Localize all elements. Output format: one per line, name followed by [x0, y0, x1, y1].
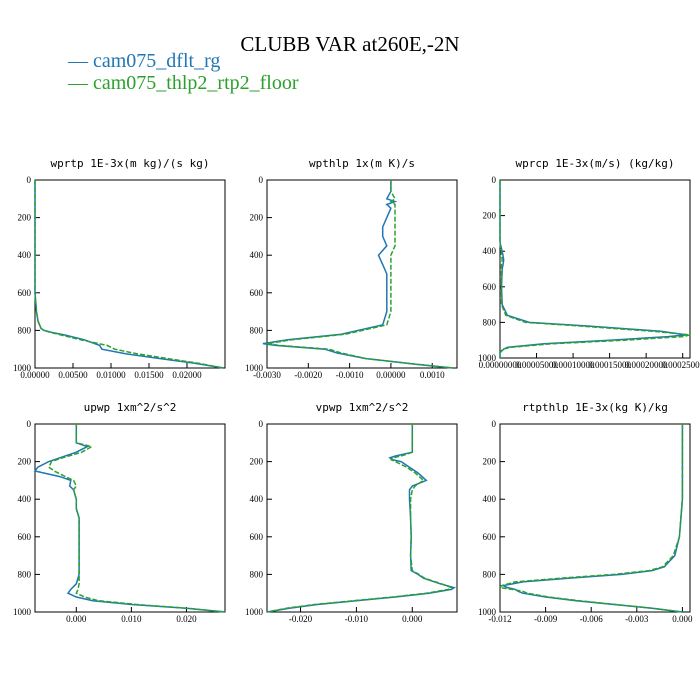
y-tick-label: 200: [483, 457, 497, 467]
y-tick-label: 400: [483, 494, 497, 504]
panel-title-2: wpthlp 1x(m K)/s: [309, 157, 415, 170]
x-tick-label: 0.00020000: [625, 360, 668, 370]
y-tick-label: 800: [18, 325, 32, 335]
figure-title: CLUBB VAR at260E,-2N: [240, 32, 460, 56]
panel-title-5: vpwp 1xm^2/s^2: [316, 401, 409, 414]
y-tick-label: 400: [250, 494, 264, 504]
x-tick-label: -0.020: [289, 614, 313, 624]
y-tick-label: 600: [483, 282, 497, 292]
series-line-floor: [499, 180, 691, 358]
y-tick-label: 1000: [478, 353, 497, 363]
panel-title-6: rtpthlp 1E-3x(kg K)/kg: [522, 401, 668, 414]
series-line-dflt: [500, 424, 684, 613]
y-tick-label: 400: [18, 250, 32, 260]
legend-label-floor: cam075_thlp2_rtp2_floor: [93, 72, 299, 94]
x-tick-label: 0.00015000: [588, 360, 631, 370]
series-line-dflt: [266, 424, 457, 613]
x-tick-label: -0.010: [345, 614, 369, 624]
x-tick-label: 0.02000: [172, 370, 202, 380]
panel-frame-2: [266, 179, 458, 369]
y-tick-label: 0: [27, 419, 32, 429]
x-tick-label: -0.012: [488, 614, 511, 624]
y-tick-label: 0: [492, 419, 497, 429]
x-tick-label: 0.00005000: [515, 360, 558, 370]
panel-frame-3: [499, 179, 691, 359]
x-tick-label: 0.00000: [20, 370, 50, 380]
x-tick-label: -0.006: [580, 614, 604, 624]
x-tick-label: 0.000: [672, 614, 693, 624]
panel-frame-4: [34, 423, 226, 613]
y-tick-label: 400: [18, 494, 32, 504]
y-tick-label: 800: [483, 569, 497, 579]
x-tick-label: 0.00000000: [479, 360, 522, 370]
y-tick-label: 800: [250, 569, 264, 579]
y-tick-label: 600: [18, 532, 32, 542]
series-line-dflt: [33, 424, 226, 613]
panel-frame-1: [34, 179, 226, 369]
y-tick-label: 800: [250, 325, 264, 335]
y-tick-label: 600: [483, 532, 497, 542]
x-tick-label: -0.0020: [294, 370, 322, 380]
x-tick-label: 0.020: [176, 614, 197, 624]
x-tick-label: -0.0010: [336, 370, 364, 380]
y-tick-label: 1000: [245, 607, 264, 617]
x-tick-label: 0.01000: [96, 370, 126, 380]
y-tick-label: 200: [250, 457, 264, 467]
x-tick-label: 0.000: [402, 614, 423, 624]
y-tick-label: 0: [259, 419, 264, 429]
y-tick-label: 1000: [13, 363, 32, 373]
series-line-floor: [47, 424, 226, 613]
y-tick-label: 1000: [478, 607, 497, 617]
x-tick-label: 0.00500: [58, 370, 88, 380]
x-tick-label: 0.01500: [134, 370, 164, 380]
y-tick-label: 200: [250, 213, 264, 223]
legend-entry-dflt: — cam075_dflt_rg: [68, 50, 221, 72]
y-tick-label: 400: [483, 246, 497, 256]
y-tick-label: 0: [259, 175, 264, 185]
x-tick-label: -0.003: [625, 614, 649, 624]
y-tick-label: 800: [18, 569, 32, 579]
y-tick-label: 800: [483, 317, 497, 327]
y-tick-label: 200: [483, 211, 497, 221]
y-tick-label: 0: [492, 175, 497, 185]
series-line-dflt: [34, 180, 224, 369]
x-tick-label: -0.0030: [253, 370, 281, 380]
series-line-floor: [34, 180, 224, 369]
y-tick-label: 200: [18, 457, 32, 467]
y-tick-label: 1000: [245, 363, 264, 373]
panel-title-3: wprcp 1E-3x(m/s) (kg/kg): [516, 157, 675, 170]
y-tick-label: 600: [18, 288, 32, 298]
y-tick-label: 400: [250, 250, 264, 260]
series-line-floor: [266, 180, 453, 369]
legend-label-dflt: cam075_dflt_rg: [93, 50, 221, 72]
y-tick-label: 1000: [13, 607, 32, 617]
y-tick-label: 200: [18, 213, 32, 223]
y-tick-label: 600: [250, 532, 264, 542]
panel-frame-6: [499, 423, 691, 613]
panel-title-1: wprtp 1E-3x(m kg)/(s kg): [51, 157, 210, 170]
x-tick-label: 0.00010000: [552, 360, 595, 370]
x-tick-label: 0.00025000: [661, 360, 700, 370]
legend-entry-floor: — cam075_thlp2_rtp2_floor: [68, 72, 299, 94]
series-line-floor: [498, 424, 684, 613]
panel-frame-5: [266, 423, 458, 613]
x-tick-label: 0.010: [121, 614, 142, 624]
x-tick-label: -0.009: [534, 614, 558, 624]
y-tick-label: 600: [250, 288, 264, 298]
x-tick-label: 0.00000: [376, 370, 406, 380]
x-tick-label: 0.0010: [420, 370, 445, 380]
x-tick-label: 0.000: [66, 614, 87, 624]
panel-title-4: upwp 1xm^2/s^2: [84, 401, 177, 414]
series-line-floor: [266, 424, 454, 613]
y-tick-label: 0: [27, 175, 32, 185]
